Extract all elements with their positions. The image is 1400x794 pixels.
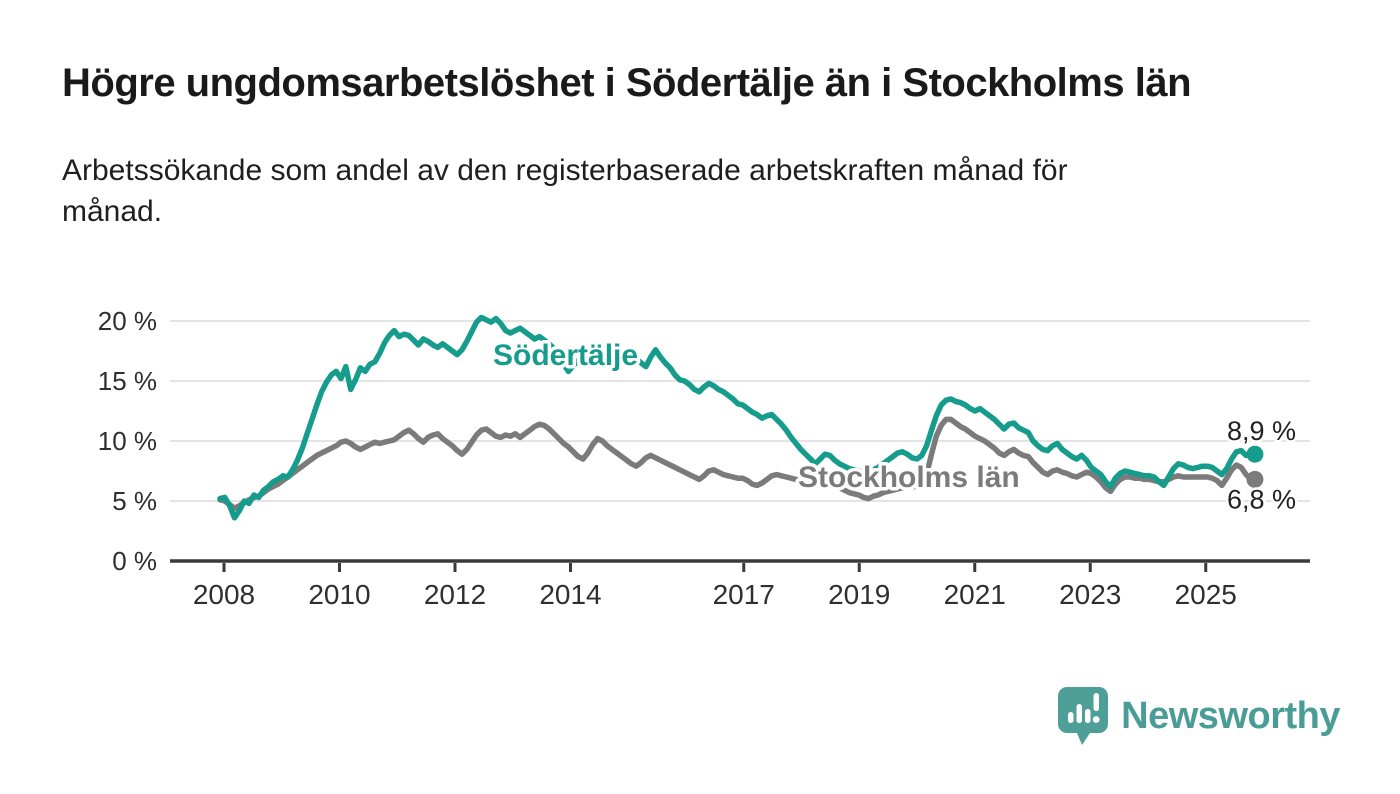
x-axis-label: 2021 xyxy=(944,579,1006,610)
series-line-stockholms-lan xyxy=(217,416,1254,511)
series-end-value-label: 8,9 % xyxy=(1227,416,1296,446)
x-axis-label: 2017 xyxy=(713,579,775,610)
exclamation-dot xyxy=(1092,716,1100,723)
series-label-sodertalje: Södertälje xyxy=(493,339,638,372)
chart-subtitle: Arbetssökande som andel av den registerb… xyxy=(62,154,1068,229)
x-axis-label: 2014 xyxy=(539,579,601,610)
line-chart: 0 % 5 % 10 % 15 % 20 % 2008 2010 2012 2014 2017 20… xyxy=(0,278,1400,638)
x-axis-label: 2025 xyxy=(1175,579,1237,610)
y-axis-label: 20 % xyxy=(98,306,157,336)
chart-title: Högre ungdomsarbetslöshet i Södertälje ä… xyxy=(62,61,1192,105)
x-axis-label: 2019 xyxy=(828,579,890,610)
y-axis-label: 15 % xyxy=(98,366,157,396)
line-chart-canvas: 0 % 5 % 10 % 15 % 20 % 2008 2010 2012 2014 2017 20… xyxy=(98,306,1310,610)
bar-medium xyxy=(1085,709,1091,723)
speech-bubble-shape xyxy=(1058,687,1109,745)
y-axis-label: 10 % xyxy=(98,426,157,456)
newsworthy-logo: Newsworthy xyxy=(1057,686,1340,746)
series-end-dot xyxy=(1246,470,1264,488)
newsworthy-wordmark: Newsworthy xyxy=(1121,694,1340,737)
x-axis-label: 2023 xyxy=(1059,579,1121,610)
series-end-value-label: 6,8 % xyxy=(1227,484,1296,514)
x-axis-label: 2010 xyxy=(308,579,370,610)
exclamation-stem xyxy=(1093,693,1100,711)
bar-small xyxy=(1068,712,1074,723)
y-axis-label: 0 % xyxy=(112,546,157,576)
x-axis-label: 2008 xyxy=(193,579,255,610)
series-label-stockholms-lan: Stockholms län xyxy=(798,461,1020,494)
x-axis-label: 2012 xyxy=(424,579,486,610)
y-axis-label: 5 % xyxy=(112,486,157,516)
newsworthy-logo-icon xyxy=(1058,687,1109,745)
bar-tall xyxy=(1076,704,1083,723)
series-end-dot xyxy=(1246,445,1264,463)
series-line-sodertalje xyxy=(217,314,1254,521)
